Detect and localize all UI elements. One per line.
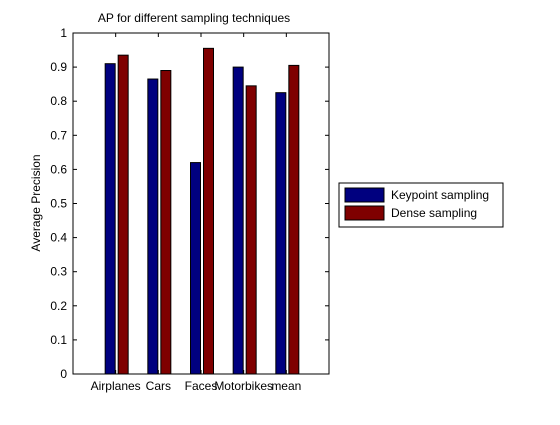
y-tick-label: 0.5 bbox=[50, 197, 67, 211]
x-tick-label: Cars bbox=[146, 379, 171, 393]
plot-area: 0 0.1 0.2 0.3 0.4 0.5 0.6 0.7 0.8 0.9 1 Airplanes Ca… bbox=[50, 26, 330, 393]
x-tick-label: mean bbox=[271, 379, 301, 393]
bar-keypoint bbox=[232, 66, 244, 375]
y-tick-label: 0.8 bbox=[50, 94, 67, 108]
y-tick-label: 0 bbox=[60, 367, 67, 381]
bar-keypoint bbox=[147, 78, 159, 375]
bar-dense bbox=[288, 64, 300, 375]
legend-swatch bbox=[344, 187, 385, 203]
y-tick-label: 0.7 bbox=[50, 128, 67, 142]
y-axis-label: Average Precision bbox=[29, 154, 43, 251]
y-tick-label: 0.4 bbox=[50, 231, 67, 245]
y-tick-label: 0.2 bbox=[50, 299, 67, 313]
y-tick-label: 0.3 bbox=[50, 265, 67, 279]
y-tick-label: 0.6 bbox=[50, 162, 67, 176]
bar-dense bbox=[117, 54, 129, 375]
bar-dense bbox=[203, 47, 214, 375]
x-tick-label: Motorbikes bbox=[214, 379, 273, 393]
y-tick-label: 1 bbox=[60, 26, 67, 40]
bar-keypoint bbox=[104, 63, 116, 375]
x-tick-label: Airplanes bbox=[91, 379, 141, 393]
y-tick-label: 0.9 bbox=[50, 60, 67, 74]
legend-label: Keypoint sampling bbox=[391, 188, 489, 202]
bar-keypoint bbox=[190, 162, 201, 375]
y-tick-label: 0.1 bbox=[50, 333, 67, 347]
bar-dense bbox=[160, 70, 172, 375]
bar-keypoint bbox=[275, 92, 287, 375]
legend-swatch bbox=[344, 205, 385, 221]
legend: Keypoint sampling Dense sampling bbox=[338, 182, 504, 228]
bar-dense bbox=[245, 85, 257, 375]
chart-title: AP for different sampling techniques bbox=[98, 11, 290, 25]
x-tick-label: Faces bbox=[185, 379, 218, 393]
legend-label: Dense sampling bbox=[391, 206, 477, 220]
